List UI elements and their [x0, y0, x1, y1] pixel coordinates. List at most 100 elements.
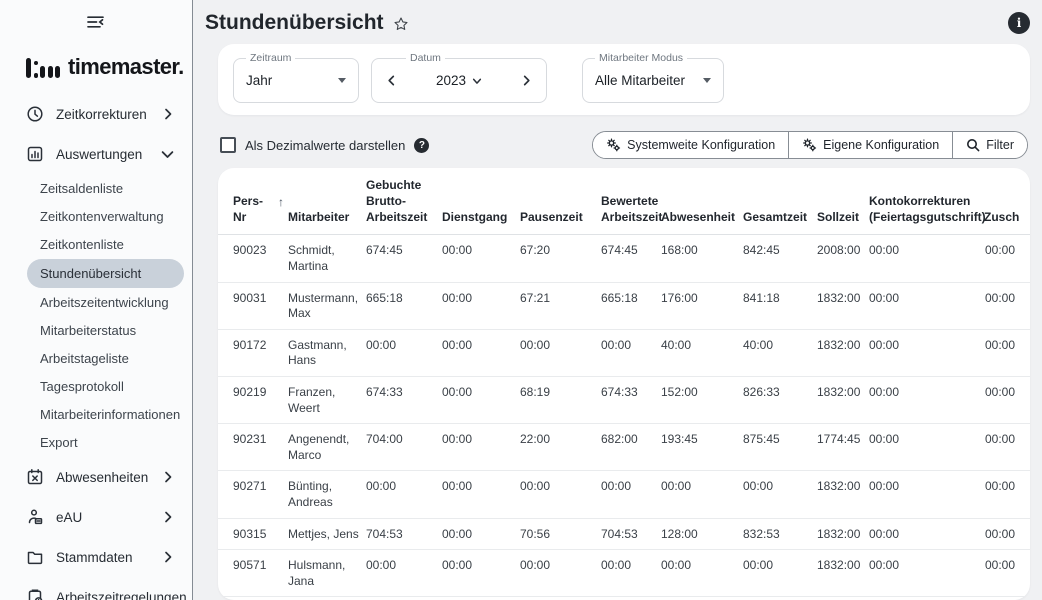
sidebar-subitem-export[interactable]: Export	[40, 435, 78, 450]
table-cell: 90315	[218, 518, 288, 551]
table-cell: 00:00	[661, 470, 743, 519]
eigene-konfiguration-button[interactable]: Eigene Konfiguration	[788, 132, 953, 158]
table-row[interactable]: 90571 Hulsmann, Jana 00:00 00:00 00:00 00:00 0…	[218, 549, 1030, 598]
table-cell: 70:56	[520, 518, 601, 551]
favorite-star-icon[interactable]	[393, 16, 409, 32]
table-cell: 875:45	[743, 423, 817, 472]
table-row[interactable]: 90023 Schmidt, Martina 674:45 00:00 67:20 674…	[218, 234, 1030, 283]
table-cell: 00:00	[984, 423, 1030, 472]
sidebar-subitem-arbeitstageliste[interactable]: Arbeitstageliste	[40, 351, 129, 366]
table-cell: 00:00	[442, 234, 520, 283]
table-cell: 704:53	[601, 518, 661, 551]
table-cell: 00:00	[869, 423, 984, 472]
table-cell: Gastmann, Hans	[288, 329, 366, 378]
table-cell: 00:00	[442, 282, 520, 330]
gears-icon	[606, 138, 621, 152]
table-cell: 665:18	[366, 282, 442, 330]
table-cell: 90219	[218, 376, 288, 425]
brand-logo-text: timemaster.	[68, 54, 184, 79]
table-cell: 1832:00	[817, 282, 869, 330]
filter-card: Zeitraum Jahr Datum 2023 Mitarbeiter Mod…	[218, 44, 1030, 115]
table-cell: 842:45	[743, 234, 817, 283]
sidebar-subitem-stundenübersicht[interactable]: Stundenübersicht	[27, 259, 184, 288]
table-cell: 665:18	[601, 282, 661, 330]
filter-button[interactable]: Filter	[952, 132, 1027, 158]
sidebar-item-label: Auswertungen	[56, 146, 143, 162]
table-cell: 00:00	[869, 234, 984, 283]
datum-prev-button[interactable]	[384, 73, 399, 88]
table-row[interactable]: 90271 Bünting, Andreas 00:00 00:00 00:00 00:0…	[218, 470, 1030, 519]
help-icon[interactable]: ?	[414, 137, 430, 153]
column-header-zusch[interactable]: Zusch	[984, 168, 1030, 236]
sidebar-subitem-arbeitszeitentwicklung[interactable]: Arbeitszeitentwicklung	[40, 295, 169, 310]
search-icon	[966, 138, 980, 152]
column-header-bewertete-arbeitszeit[interactable]: Bewertete Arbeitszeit	[601, 168, 662, 236]
table-cell: 00:00	[601, 549, 661, 598]
sidebar-item-arbeitszeitregelungen[interactable]: Arbeitszeitregelungen	[0, 577, 192, 600]
sidebar-item-eau[interactable]: eAU	[0, 497, 192, 537]
table-cell: 00:00	[743, 549, 817, 598]
mitarbeiter-modus-select[interactable]: Mitarbeiter Modus Alle Mitarbeiter	[582, 52, 724, 103]
table-cell: 674:45	[366, 234, 442, 283]
table-cell: 682:00	[601, 423, 661, 472]
table-cell: 00:00	[984, 282, 1030, 330]
table-row[interactable]: 90031 Mustermann, Max 665:18 00:00 67:21 665:…	[218, 282, 1030, 330]
mitarbeiter-modus-label: Mitarbeiter Modus	[595, 52, 688, 64]
table-cell: Angenendt, Marco	[288, 423, 366, 472]
zeitraum-select[interactable]: Zeitraum Jahr	[233, 52, 359, 103]
column-header-gebuchte-brutto-arbeitszeit[interactable]: Gebuchte Brutto- Arbeitszeit	[366, 168, 442, 236]
table-row[interactable]: 90315 Mettjes, Jens 704:53 00:00 70:56 704:53…	[218, 518, 1030, 551]
table-row[interactable]: 90172 Gastmann, Hans 00:00 00:00 00:00 00:00 4…	[218, 329, 1030, 378]
clock-icon	[26, 105, 44, 123]
zeitraum-value: Jahr	[246, 73, 273, 88]
sidebar-item-auswertungen[interactable]: Auswertungen	[0, 134, 192, 174]
sidebar-subitem-zeitsaldenliste[interactable]: Zeitsaldenliste	[40, 181, 124, 196]
column-header-mitarbeiter[interactable]: Mitarbeiter	[288, 168, 366, 236]
table-cell: 00:00	[442, 329, 520, 378]
column-header-gesamtzeit[interactable]: Gesamtzeit	[743, 168, 817, 236]
column-header-dienstgang[interactable]: Dienstgang	[442, 168, 520, 236]
sidebar-subitem-zeitkontenverwaltung[interactable]: Zeitkontenverwaltung	[40, 209, 164, 224]
sidebar-subitem-zeitkontenliste[interactable]: Zeitkontenliste	[40, 237, 124, 252]
table-cell: 00:00	[442, 470, 520, 519]
table-cell: 826:33	[743, 376, 817, 425]
mitarbeiter-modus-value: Alle Mitarbeiter	[595, 73, 686, 88]
sort-ascending-icon: ↑	[278, 194, 284, 209]
collapse-sidebar-button[interactable]	[82, 12, 110, 32]
datum-year-select[interactable]: 2023	[436, 73, 482, 88]
info-button[interactable]: i	[1008, 12, 1030, 34]
datum-next-button[interactable]	[519, 73, 534, 88]
systemweite-konfiguration-button[interactable]: Systemweite Konfiguration	[593, 132, 789, 158]
table-cell: 00:00	[442, 376, 520, 425]
sidebar-subitem-mitarbeiterstatus[interactable]: Mitarbeiterstatus	[40, 323, 137, 338]
chevron-right-icon	[162, 551, 174, 563]
column-header-abwesenheit[interactable]: Abwesenheit	[661, 168, 743, 236]
sidebar: timemaster. Zeitkorrekturen Auswertungen Z…	[0, 0, 193, 600]
table-cell: Schmidt, Martina	[288, 234, 366, 283]
table-cell: 1832:00	[817, 470, 869, 519]
table-cell: 1774:45	[817, 423, 869, 472]
column-header-kontokorrekturen-feiertagsgutschrift-[interactable]: Kontokorrekturen (Feiertagsgutschrift)	[869, 168, 986, 236]
column-header-sollzeit[interactable]: Sollzeit	[817, 168, 869, 236]
sidebar-item-abwesenheiten[interactable]: Abwesenheiten	[0, 457, 192, 497]
table-row[interactable]: 90219 Franzen, Weert 674:33 00:00 68:19 674:3…	[218, 376, 1030, 425]
main-content: Stundenübersicht i Zeitraum Jahr Datum 2…	[193, 0, 1042, 600]
table-cell: 168:00	[661, 234, 743, 283]
sidebar-item-stammdaten[interactable]: Stammdaten	[0, 537, 192, 577]
table-cell: 40:00	[661, 329, 743, 378]
sidebar-subitem-tagesprotokoll[interactable]: Tagesprotokoll	[40, 379, 124, 394]
table-row[interactable]: 90231 Angenendt, Marco 704:00 00:00 22:00 682…	[218, 423, 1030, 472]
table-cell: 674:33	[601, 376, 661, 425]
decimal-values-checkbox[interactable]	[220, 137, 236, 153]
table-cell: 00:00	[442, 549, 520, 598]
collapse-sidebar-icon	[87, 16, 104, 28]
sidebar-subitem-mitarbeiterinformationen[interactable]: Mitarbeiterinformationen	[40, 407, 181, 422]
timemaster-logomark-icon	[26, 57, 60, 78]
column-header-pers-nr[interactable]: Pers- Nr ↑	[218, 168, 288, 236]
sidebar-item-zeitkorrekturen[interactable]: Zeitkorrekturen	[0, 94, 192, 134]
table-cell: 90031	[218, 282, 288, 330]
column-header-pausenzeit[interactable]: Pausenzeit	[520, 168, 601, 236]
table-cell: 00:00	[601, 470, 661, 519]
table-cell: 68:19	[520, 376, 601, 425]
chevron-left-icon	[388, 75, 395, 86]
